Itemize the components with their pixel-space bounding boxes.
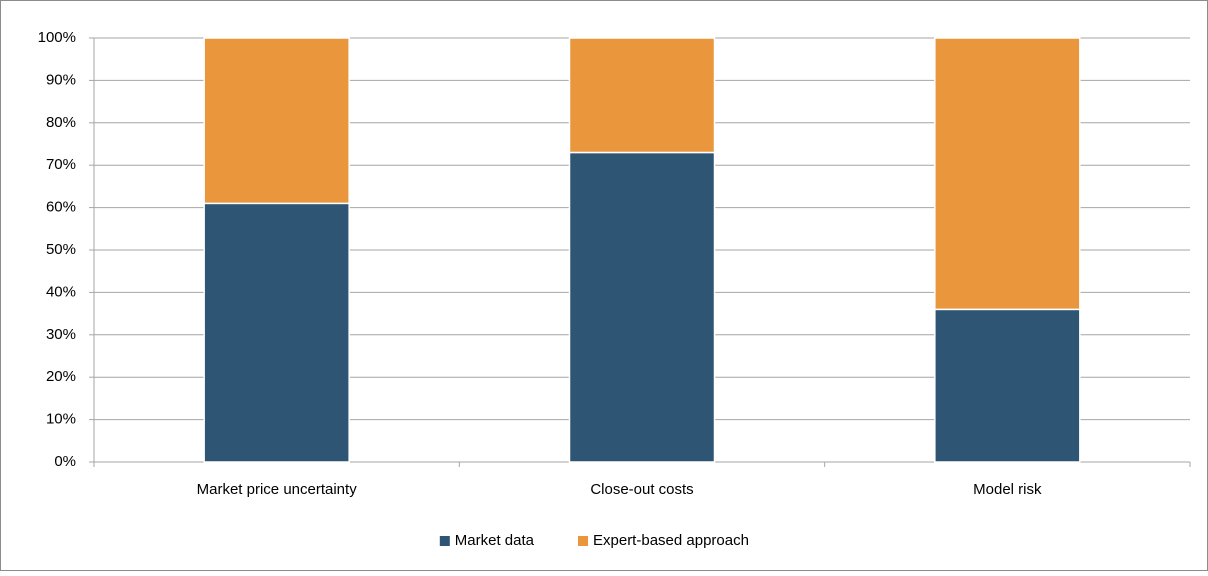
y-tick-label: 30% (46, 326, 76, 343)
y-tick-label: 90% (46, 71, 76, 88)
x-tick-label: Model risk (973, 481, 1042, 498)
legend-swatch (439, 536, 450, 546)
y-tick-label: 80% (46, 114, 76, 131)
bar-segment (934, 308, 1081, 463)
y-tick-label: 100% (38, 29, 76, 46)
y-tick-label: 40% (46, 283, 76, 300)
legend-swatch (578, 536, 588, 546)
bar-segment (203, 37, 350, 205)
bar-segment (203, 202, 350, 463)
legend-label: Market data (455, 532, 535, 549)
bar-segment (568, 151, 716, 463)
x-tick-label: Close-out costs (590, 481, 693, 498)
y-tick-label: 20% (46, 368, 76, 385)
legend-label: Expert-based approach (593, 532, 749, 549)
y-tick-label: 10% (46, 411, 76, 428)
x-tick-label: Market price uncertainty (197, 481, 358, 498)
bar-segment (568, 37, 716, 154)
bar-segment (934, 37, 1081, 311)
y-tick-label: 60% (46, 199, 76, 216)
y-tick-label: 0% (54, 453, 76, 470)
y-tick-label: 50% (46, 241, 76, 258)
y-tick-label: 70% (46, 156, 76, 173)
